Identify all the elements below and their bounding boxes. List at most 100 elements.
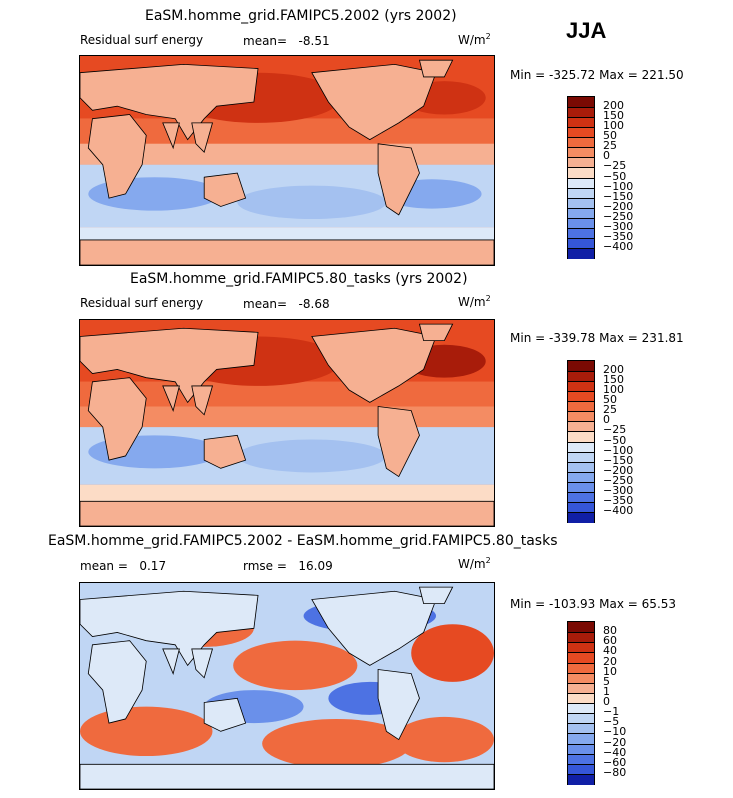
continent-samerica xyxy=(377,406,420,478)
continent-greenland xyxy=(418,323,454,342)
colorbar-tick-label: −10 xyxy=(603,725,627,739)
colorbar-swatch xyxy=(568,491,594,503)
panel1-minmax: Min = -325.72 Max = 221.50 xyxy=(510,68,684,82)
panel3-min-value: -103.93 xyxy=(549,597,596,611)
colorbar-tick-label: −400 xyxy=(603,239,634,253)
field-blob xyxy=(80,706,213,757)
units-exp: 2 xyxy=(485,294,491,303)
colorbar-tick-label: −25 xyxy=(603,159,627,173)
colorbar-tick-label: −60 xyxy=(603,755,627,769)
panel2-min-label: Min = xyxy=(510,331,546,345)
panel2-min-value: -339.78 xyxy=(549,331,596,345)
field-blob xyxy=(233,640,358,691)
colorbar-swatch xyxy=(568,97,594,109)
colorbar-tick-label: 100 xyxy=(603,383,624,397)
continent-antarct xyxy=(80,500,494,526)
colorbar-swatch xyxy=(568,652,594,664)
colorbar-tick-label: 150 xyxy=(603,373,624,387)
panel1-mean-value: -8.51 xyxy=(298,34,330,48)
colorbar-tick-label: −250 xyxy=(603,209,634,223)
map-field xyxy=(80,320,494,526)
colorbar-tick-label: −250 xyxy=(603,473,634,487)
field-blob xyxy=(394,716,494,763)
colorbar-tick-label: −150 xyxy=(603,453,634,467)
panel2-mean-value: -8.68 xyxy=(298,297,330,311)
units-exp: 2 xyxy=(485,556,491,565)
panel3-map xyxy=(79,582,495,790)
panel3-max-value: 65.53 xyxy=(641,597,677,611)
continent-antarct xyxy=(80,763,494,789)
colorbar-swatch xyxy=(568,773,594,785)
continent-greenland xyxy=(418,586,454,605)
colorbar-swatch xyxy=(568,461,594,473)
colorbar-tick-label: −5 xyxy=(603,715,620,729)
colorbar-swatch xyxy=(568,692,594,704)
colorbar-swatch xyxy=(568,247,594,259)
continent-india xyxy=(162,122,180,150)
panel2-map xyxy=(79,319,495,527)
panel1-max-value: 221.50 xyxy=(641,68,684,82)
colorbar-swatch xyxy=(568,662,594,674)
colorbar-tick-label: 60 xyxy=(603,634,617,648)
continent-seasia xyxy=(191,122,214,153)
colorbar-tick-label: −350 xyxy=(603,229,634,243)
continent-australia xyxy=(203,434,247,469)
colorbar-swatch xyxy=(568,411,594,423)
continent-samerica xyxy=(377,143,420,216)
panel1-title: EaSM.homme_grid.FAMIPC5.2002 (yrs 2002) xyxy=(145,8,457,24)
colorbar-tick-label: 10 xyxy=(603,664,617,678)
field-blob xyxy=(411,624,494,682)
field-blob xyxy=(237,439,387,473)
colorbar-swatch xyxy=(568,207,594,219)
colorbar-swatch xyxy=(568,703,594,715)
panel2-mean: mean= -8.68 xyxy=(243,297,330,311)
panel2-colorbar xyxy=(567,360,595,523)
colorbar-swatch xyxy=(568,227,594,239)
panel1-max-label: Max = xyxy=(599,68,638,82)
colorbar-tick-label: 1 xyxy=(603,684,610,698)
colorbar-swatch xyxy=(568,511,594,523)
colorbar-tick-label: −150 xyxy=(603,189,634,203)
panel3-rmse: rmse = 16.09 xyxy=(243,559,333,573)
panel3-minmax: Min = -103.93 Max = 65.53 xyxy=(510,597,676,611)
colorbar-swatch xyxy=(568,127,594,139)
colorbar-tick-label: 25 xyxy=(603,139,617,153)
colorbar-swatch xyxy=(568,187,594,199)
colorbar-tick-label: −400 xyxy=(603,503,634,517)
panel1-map xyxy=(79,55,495,266)
colorbar-tick-label: 20 xyxy=(603,654,617,668)
colorbar-tick-label: −200 xyxy=(603,463,634,477)
panel2-title: EaSM.homme_grid.FAMIPC5.80_tasks (yrs 20… xyxy=(130,271,468,287)
continent-india xyxy=(162,648,180,675)
continent-antarct xyxy=(80,239,494,265)
colorbar-swatch xyxy=(568,177,594,189)
colorbar-swatch xyxy=(568,401,594,413)
colorbar-tick-label: −40 xyxy=(603,745,627,759)
field-tropics-north xyxy=(80,381,494,407)
colorbar-swatch xyxy=(568,682,594,694)
colorbar-tick-label: 0 xyxy=(603,149,610,163)
panel2-variable: Residual surf energy xyxy=(80,296,204,310)
panel3-min-label: Min = xyxy=(510,597,546,611)
colorbar-tick-label: −80 xyxy=(603,765,627,779)
continent-namerica xyxy=(311,63,437,141)
panel1-mean-label: mean= xyxy=(243,34,288,48)
continent-eurasia xyxy=(80,590,259,667)
colorbar-tick-label: −25 xyxy=(603,423,627,437)
colorbar-swatch xyxy=(568,421,594,433)
panel1-colorbar xyxy=(567,96,595,259)
colorbar-tick-label: −350 xyxy=(603,493,634,507)
continent-africa xyxy=(87,377,147,461)
panel3-title: EaSM.homme_grid.FAMIPC5.2002 - EaSM.homm… xyxy=(48,533,558,549)
units-exp: 2 xyxy=(485,32,491,41)
panel3-rmse-value: 16.09 xyxy=(298,559,333,573)
continent-eurasia xyxy=(80,63,259,141)
colorbar-tick-label: 0 xyxy=(603,695,610,708)
field-blob xyxy=(262,718,412,769)
units-base: W/m xyxy=(458,295,486,309)
colorbar-swatch xyxy=(568,137,594,149)
field-blob xyxy=(237,185,387,220)
colorbar-tick-label: 0 xyxy=(603,413,610,427)
colorbar-tick-label: 200 xyxy=(603,99,624,113)
colorbar-swatch xyxy=(568,632,594,644)
